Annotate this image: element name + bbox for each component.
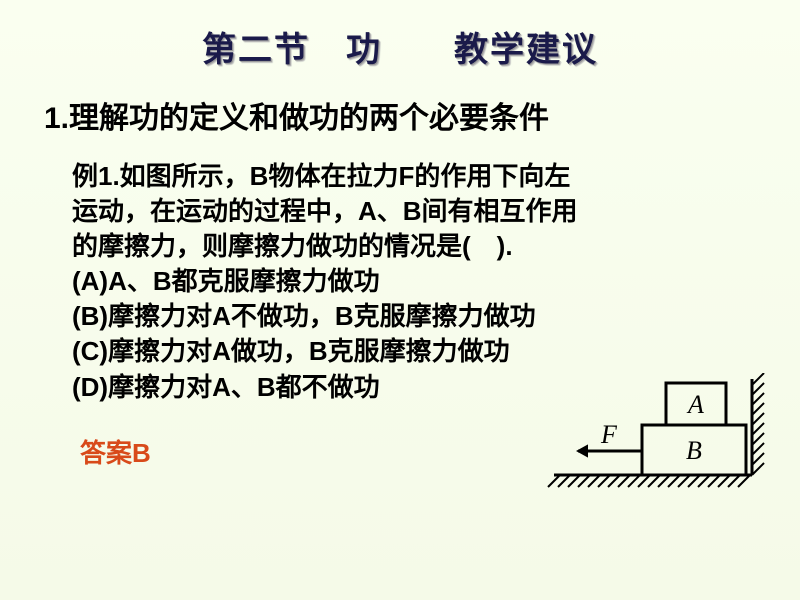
problem-block: 例1.如图所示，B物体在拉力F的作用下向左 运动，在运动的过程中，A、B间有相互… [72, 159, 740, 405]
problem-stem-line3: 的摩擦力，则摩擦力做功的情况是( ). [72, 229, 740, 264]
slide-title: 第二节 功 教学建议 [0, 0, 800, 71]
option-b: (B)摩擦力对A不做功，B克服摩擦力做功 [72, 299, 740, 334]
problem-stem-line2: 运动，在运动的过程中，A、B间有相互作用 [72, 194, 740, 229]
svg-text:F: F [600, 420, 618, 449]
option-c: (C)摩擦力对A做功，B克服摩擦力做功 [72, 334, 740, 369]
physics-diagram: AB F [544, 373, 774, 528]
option-a: (A)A、B都克服摩擦力做功 [72, 264, 740, 299]
problem-stem-line1: 例1.如图所示，B物体在拉力F的作用下向左 [72, 159, 740, 194]
svg-text:B: B [686, 436, 702, 465]
section-heading: 1.理解功的定义和做功的两个必要条件 [44, 93, 800, 137]
svg-text:A: A [686, 390, 704, 419]
